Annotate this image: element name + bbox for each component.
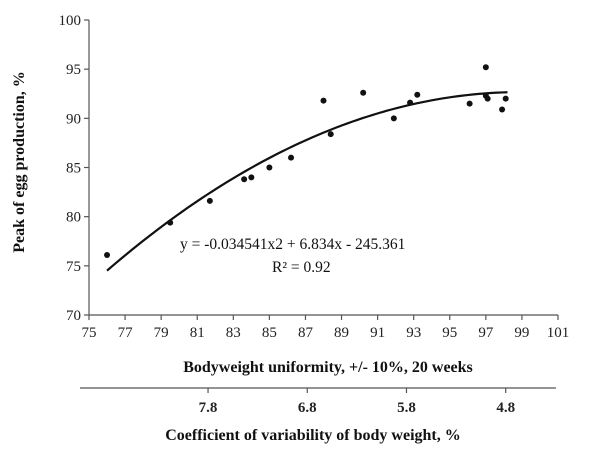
data-point (482, 64, 489, 71)
data-point (288, 154, 295, 161)
secondary-axis-label: Coefficient of variability of body weigh… (165, 427, 461, 444)
y-tick-label: 85 (66, 161, 81, 177)
data-point (248, 174, 255, 181)
r-squared-label: R² = 0.92 (272, 259, 331, 276)
x-tick-label: 83 (226, 325, 241, 341)
y-tick-label: 80 (66, 210, 81, 226)
data-point (466, 100, 473, 107)
y-tick-label: 70 (66, 308, 81, 324)
x-tick-label: 99 (514, 325, 529, 341)
secondary-tick-label: 6.8 (298, 400, 317, 416)
data-point (320, 97, 327, 104)
x-tick-label: 91 (370, 325, 385, 341)
x-tick-label: 85 (262, 325, 277, 341)
x-tick-label: 87 (298, 325, 314, 341)
data-point (407, 99, 414, 106)
equation-label: y = -0.034541x2 + 6.834x - 245.361 (180, 236, 405, 253)
data-point (167, 219, 174, 226)
secondary-tick-label: 7.8 (199, 400, 218, 416)
y-tick-label: 100 (59, 13, 82, 29)
x-tick-label: 93 (406, 325, 421, 341)
x-axis-ticks: 75 77 79 81 83 85 87 89 91 93 95 97 99 101 (82, 315, 570, 341)
data-point (484, 95, 491, 102)
data-point (502, 95, 509, 102)
x-tick-label: 75 (82, 325, 97, 341)
secondary-axis-ticks: 7.8 6.8 5.8 4.8 (199, 388, 515, 416)
y-axis-ticks: 70 75 80 85 90 95 100 (59, 13, 89, 324)
y-tick-label: 95 (66, 62, 81, 78)
y-axis-label: Peak of egg production, % (11, 71, 28, 252)
secondary-tick-label: 5.8 (397, 400, 416, 416)
data-point (499, 106, 506, 113)
data-point (327, 131, 334, 138)
data-point (104, 252, 111, 259)
data-point (206, 197, 213, 204)
trendline (106, 91, 508, 272)
data-point (241, 176, 248, 183)
y-tick-label: 75 (66, 259, 81, 275)
x-tick-label: 79 (154, 325, 169, 341)
secondary-tick-label: 4.8 (496, 400, 515, 416)
x-tick-label: 95 (442, 325, 457, 341)
x-tick-label: 97 (478, 325, 494, 341)
data-point (390, 115, 397, 122)
x-axis-label: Bodyweight uniformity, +/- 10%, 20 weeks (183, 359, 473, 376)
data-points (104, 64, 509, 259)
y-tick-label: 90 (66, 111, 81, 127)
data-point (414, 91, 421, 98)
x-tick-label: 77 (118, 325, 134, 341)
x-tick-label: 81 (190, 325, 205, 341)
x-tick-label: 101 (547, 325, 570, 341)
x-tick-label: 89 (334, 325, 349, 341)
data-point (266, 164, 273, 171)
data-point (360, 89, 367, 96)
